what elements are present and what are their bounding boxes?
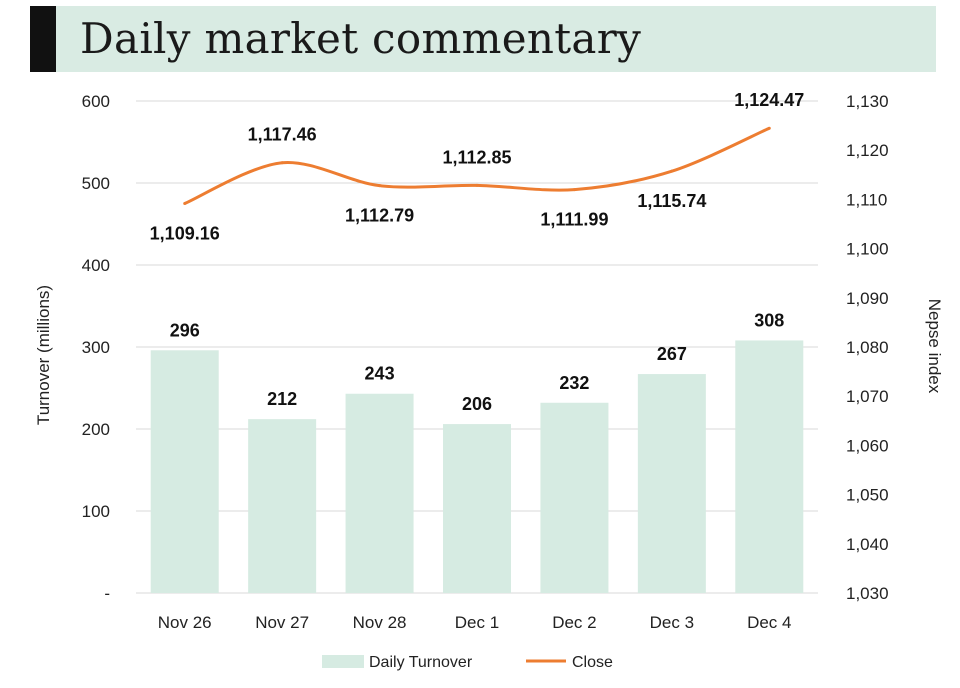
bar (735, 340, 804, 593)
bar-series (150, 340, 804, 593)
line-data-label: 1,112.85 (442, 147, 511, 167)
line-data-label: 1,115.74 (637, 191, 706, 211)
line-data-label: 1,124.47 (734, 90, 804, 110)
line-data-label: 1,109.16 (150, 224, 220, 244)
line-data-label: 1,111.99 (540, 210, 608, 230)
bar (443, 424, 511, 593)
y2-tick-label: 1,050 (846, 486, 889, 505)
x-tick-label: Nov 27 (255, 613, 309, 632)
legend-label-close: Close (572, 654, 613, 671)
axes: - 100 200 300 400 500 600 1,030 1,040 1,050 1,060 1… (34, 92, 944, 632)
line-point (572, 188, 576, 192)
line-series (183, 126, 771, 206)
y2-axis-title: Nepse index (925, 299, 944, 394)
y2-tick-label: 1,110 (846, 190, 887, 209)
line-point (767, 126, 771, 130)
bar-data-label: 212 (267, 389, 297, 409)
y-tick-label: 200 (82, 420, 110, 439)
bar (540, 402, 609, 593)
y2-tick-label: 1,080 (846, 338, 889, 357)
bar-data-label: 232 (559, 373, 589, 393)
bar-data-label: 308 (754, 310, 784, 330)
legend-swatch-turnover (322, 655, 364, 668)
y2-tick-label: 1,090 (846, 289, 889, 308)
bar-data-label: 267 (657, 344, 687, 364)
x-tick-label: Dec 1 (455, 613, 499, 632)
bar (150, 350, 219, 593)
y2-tick-label: 1,100 (846, 240, 889, 259)
y2-tick-label: 1,070 (846, 387, 889, 406)
data-labels: 296 212 243 206 232 267 308 1,109.16 1,117.46 1,1… (150, 90, 805, 414)
y-tick-label: 600 (82, 92, 110, 111)
bar-data-label: 296 (170, 320, 200, 340)
line-point (183, 202, 187, 206)
y-tick-label: 500 (82, 174, 110, 193)
y2-tick-label: 1,030 (846, 584, 889, 603)
y-tick-label: 300 (82, 338, 110, 357)
x-tick-label: Nov 26 (158, 613, 212, 632)
y2-tick-label: 1,120 (846, 141, 889, 160)
line-point (475, 183, 479, 187)
bar (248, 419, 317, 593)
bar-data-label: 243 (365, 364, 395, 384)
line-data-label: 1,112.79 (345, 206, 414, 226)
y-tick-label: - (104, 584, 110, 603)
y-tick-label: 400 (82, 256, 110, 275)
x-tick-label: Nov 28 (353, 613, 407, 632)
page-title: Daily market commentary (80, 14, 642, 63)
y2-tick-label: 1,130 (846, 92, 889, 111)
line-data-label: 1,117.46 (248, 125, 317, 145)
y-axis-title: Turnover (millions) (34, 285, 53, 425)
x-tick-label: Dec 4 (747, 613, 791, 632)
line-point (280, 161, 284, 165)
legend: Daily Turnover Close (322, 654, 613, 671)
y-tick-label: 100 (82, 502, 110, 521)
header-banner: Daily market commentary (30, 6, 936, 72)
bar-data-label: 206 (462, 394, 492, 414)
x-tick-label: Dec 3 (650, 613, 694, 632)
header-accent-bar (30, 6, 56, 72)
bar (637, 374, 706, 593)
x-tick-label: Dec 2 (552, 613, 596, 632)
y2-tick-label: 1,040 (846, 535, 889, 554)
line-point (378, 184, 382, 188)
bar (345, 393, 414, 593)
line-point (670, 169, 674, 173)
legend-label-turnover: Daily Turnover (369, 654, 473, 671)
y2-tick-label: 1,060 (846, 436, 889, 455)
